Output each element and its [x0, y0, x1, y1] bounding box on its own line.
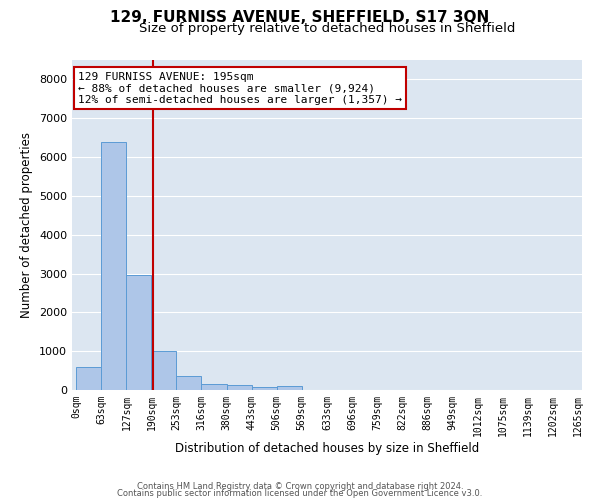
Text: 129 FURNISS AVENUE: 195sqm
← 88% of detached houses are smaller (9,924)
12% of s: 129 FURNISS AVENUE: 195sqm ← 88% of deta… — [78, 72, 402, 105]
Bar — [277, 386, 302, 390]
Bar — [252, 387, 277, 390]
Bar — [101, 142, 127, 390]
Bar — [151, 351, 176, 390]
Bar — [76, 366, 101, 390]
Bar — [202, 384, 227, 390]
Text: Contains public sector information licensed under the Open Government Licence v3: Contains public sector information licen… — [118, 489, 482, 498]
Bar — [127, 276, 151, 390]
X-axis label: Distribution of detached houses by size in Sheffield: Distribution of detached houses by size … — [175, 442, 479, 454]
Bar — [176, 376, 202, 390]
Bar — [227, 386, 252, 390]
Title: Size of property relative to detached houses in Sheffield: Size of property relative to detached ho… — [139, 22, 515, 35]
Y-axis label: Number of detached properties: Number of detached properties — [20, 132, 34, 318]
Text: 129, FURNISS AVENUE, SHEFFIELD, S17 3QN: 129, FURNISS AVENUE, SHEFFIELD, S17 3QN — [110, 10, 490, 25]
Text: Contains HM Land Registry data © Crown copyright and database right 2024.: Contains HM Land Registry data © Crown c… — [137, 482, 463, 491]
